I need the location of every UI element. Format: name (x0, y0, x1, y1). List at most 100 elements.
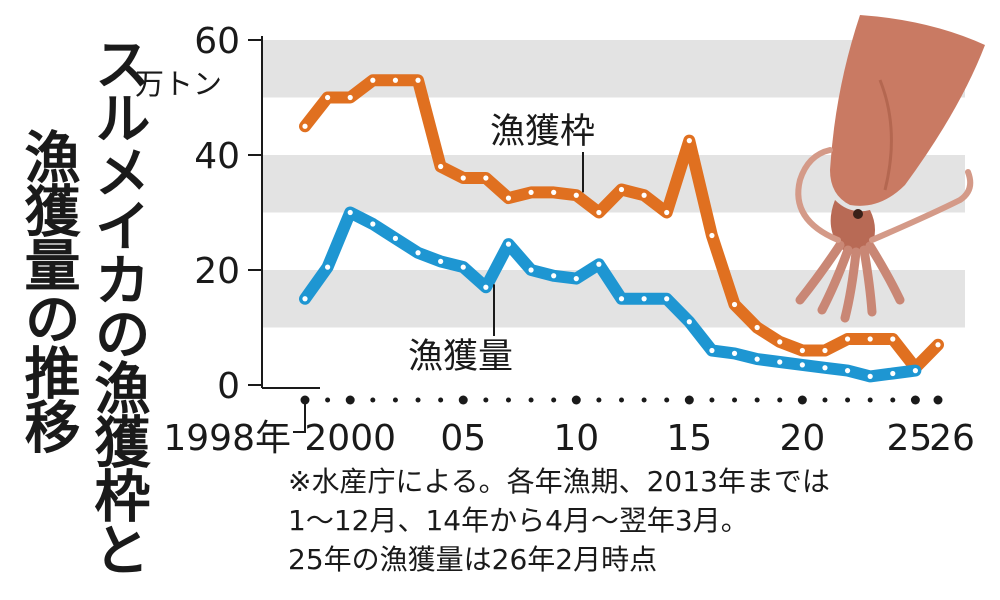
data-point (483, 175, 489, 181)
data-point (618, 186, 625, 193)
data-point (347, 94, 353, 101)
x-axis-marker (664, 397, 670, 403)
x-axis-marker (415, 397, 421, 403)
chart-title: スルメイカの漁獲枠と 漁獲量の推移 (0, 0, 150, 575)
x-axis-marker (596, 397, 602, 403)
data-point (347, 209, 353, 216)
x-axis-marker (392, 397, 398, 403)
x-axis-marker (438, 397, 444, 403)
data-point (618, 296, 625, 302)
data-point (325, 94, 331, 101)
series-line-1 (299, 206, 922, 383)
data-point (460, 264, 466, 270)
data-point (844, 368, 851, 374)
data-point (438, 163, 444, 170)
x-axis-marker (732, 397, 738, 403)
data-point (596, 209, 602, 216)
x-axis-marker (370, 397, 376, 403)
data-point (822, 365, 828, 371)
data-point (370, 77, 376, 83)
x-tick-label: 10 (553, 418, 599, 459)
x-axis-marker (933, 395, 943, 405)
data-point (505, 195, 512, 201)
data-point (664, 296, 670, 302)
x-axis-marker (571, 395, 581, 405)
axes (261, 36, 320, 389)
x-axis (293, 395, 943, 433)
y-tick-label: 0 (217, 366, 240, 407)
x-tick-label: 1998年 (163, 418, 291, 459)
x-axis-marker (709, 397, 715, 403)
note-line-3: 25年の漁獲量は26年2月時点 (288, 543, 658, 576)
x-axis-marker (684, 395, 694, 405)
data-point (686, 319, 692, 325)
y-tick-label: 40 (194, 136, 240, 177)
series-label-catch: 漁獲量 (408, 337, 513, 377)
x-axis-marker (325, 397, 331, 403)
data-point (890, 336, 896, 342)
x-axis-marker (890, 397, 896, 403)
x-axis-marker (641, 397, 647, 403)
x-axis-marker (845, 397, 851, 403)
x-axis-marker (551, 397, 557, 403)
data-point (641, 296, 647, 302)
x-axis-marker (797, 395, 807, 405)
data-point (302, 123, 308, 129)
data-point (867, 336, 873, 342)
x-axis-marker (822, 397, 828, 403)
x-tick-label: 05 (440, 418, 486, 459)
source-notes: ※水産庁による。各年漁期、2013年までは 1～12月、14年から4月～翌年3月… (288, 462, 830, 579)
data-point (731, 301, 738, 308)
y-tick-label: 20 (194, 251, 240, 292)
data-point (641, 192, 647, 198)
data-point (935, 342, 941, 348)
x-tick-label: 25 (886, 418, 932, 459)
x-axis-marker (754, 397, 760, 403)
note-line-2: 1～12月、14年から4月～翌年3月。 (288, 504, 749, 537)
chart-title-line1: スルメイカの漁獲枠と (85, 35, 150, 575)
data-point (844, 336, 851, 342)
x-axis-marker (777, 397, 783, 403)
data-point (505, 241, 512, 247)
x-axis-marker (483, 397, 489, 403)
data-point (551, 189, 557, 195)
data-point (438, 258, 444, 264)
data-point (822, 347, 828, 354)
x-axis-marker (505, 397, 511, 403)
data-point (777, 359, 783, 365)
data-point (528, 189, 534, 195)
data-point (415, 250, 421, 256)
y-tick-labels: 0 20 40 60 (194, 21, 262, 407)
x-tick-label: 26 (929, 418, 975, 459)
chart-title-line2: 漁獲量の推移 (15, 128, 80, 452)
note-line-1: ※水産庁による。各年漁期、2013年までは (288, 465, 830, 498)
squid-illustration (795, 15, 985, 323)
x-axis-marker (910, 395, 920, 405)
data-point (392, 77, 399, 83)
x-tick-label: 15 (666, 418, 712, 459)
data-point (528, 267, 534, 273)
data-point (867, 373, 873, 379)
data-point (460, 175, 466, 181)
x-axis-marker (528, 397, 534, 403)
data-point (754, 324, 760, 331)
data-point (664, 209, 670, 216)
data-point (573, 192, 579, 198)
x-tick-label: 2000 (304, 418, 396, 459)
data-point (596, 261, 602, 267)
data-point (912, 368, 918, 374)
data-point (325, 264, 331, 270)
data-point (686, 138, 692, 144)
y-tick-label: 60 (194, 21, 240, 62)
y-axis-unit-label: 万トン (135, 67, 222, 101)
x-axis-marker (619, 397, 624, 403)
x-axis-marker (458, 395, 468, 405)
data-point (799, 362, 805, 368)
data-point (302, 296, 308, 302)
x-tick-label: 20 (779, 418, 825, 459)
data-point (370, 221, 376, 227)
data-point (799, 347, 805, 354)
